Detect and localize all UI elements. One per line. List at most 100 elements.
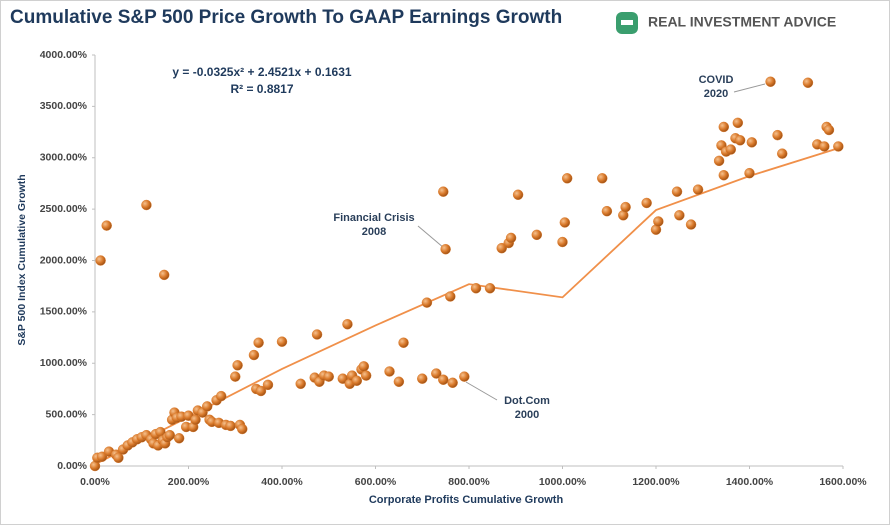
- data-point: [484, 283, 496, 294]
- x-tick-label: 600.00%: [355, 476, 397, 488]
- data-point: [101, 220, 112, 231]
- data-point: [295, 378, 306, 389]
- y-tick-label: 0.00%: [57, 460, 87, 472]
- data-point: [772, 129, 783, 141]
- data-point: [559, 217, 571, 228]
- data-point: [620, 201, 631, 213]
- data-point: [505, 232, 517, 244]
- data-point: [417, 373, 428, 384]
- data-point: [173, 433, 185, 444]
- data-point: [459, 371, 470, 382]
- data-point: [674, 210, 685, 221]
- x-tick-label: 200.00%: [168, 476, 210, 488]
- annotation: Dot.Com: [504, 395, 550, 407]
- data-point: [360, 370, 372, 381]
- data-point: [113, 452, 124, 463]
- data-point: [833, 141, 844, 152]
- logo-text: REAL INVESTMENT ADVICE: [648, 14, 836, 30]
- x-tick-label: 1200.00%: [632, 476, 680, 488]
- data-point: [164, 429, 176, 441]
- data-point: [496, 242, 507, 254]
- data-point: [337, 373, 348, 384]
- data-point: [819, 141, 830, 152]
- data-point: [262, 379, 274, 391]
- y-tick-label: 1000.00%: [40, 357, 88, 369]
- data-point: [384, 366, 395, 377]
- chart-title: Cumulative S&P 500 Price Growth To GAAP …: [10, 7, 562, 28]
- data-point: [561, 173, 573, 184]
- data-point: [447, 377, 458, 388]
- data-point: [237, 423, 248, 435]
- leader-line: [465, 381, 498, 401]
- data-point: [823, 124, 835, 136]
- data-point: [342, 319, 353, 330]
- annotation: COVID: [699, 74, 734, 86]
- data-point: [225, 420, 236, 432]
- y-axis-title: S&P 500 Index Cumulative Growth: [16, 174, 28, 345]
- data-point: [158, 269, 170, 281]
- leader-line: [417, 225, 445, 249]
- data-point: [470, 283, 482, 294]
- y-tick-label: 1500.00%: [40, 306, 88, 318]
- data-point: [255, 385, 267, 397]
- data-point: [685, 219, 697, 230]
- data-point: [531, 229, 542, 241]
- data-point: [276, 336, 288, 347]
- annotation: 2000: [515, 409, 539, 421]
- trendline-equation: R² = 0.8817: [230, 82, 293, 96]
- data-point: [440, 243, 451, 255]
- data-point: [512, 189, 524, 200]
- annotation: Financial Crisis: [333, 212, 414, 224]
- trendline-equation: y = -0.0325x² + 2.4521x + 0.1631: [172, 65, 351, 79]
- data-point: [431, 368, 442, 379]
- data-point: [653, 216, 664, 227]
- y-tick-label: 4000.00%: [40, 49, 88, 61]
- data-point: [713, 155, 725, 167]
- data-point: [671, 186, 683, 197]
- leader-line: [733, 83, 766, 93]
- data-point: [248, 349, 260, 361]
- data-point: [393, 376, 405, 387]
- data-point: [438, 374, 449, 385]
- data-point: [438, 186, 449, 197]
- y-tick-label: 3500.00%: [40, 100, 88, 112]
- x-tick-label: 400.00%: [261, 476, 303, 488]
- data-point: [323, 371, 334, 382]
- data-point: [802, 77, 814, 88]
- data-point: [777, 148, 788, 159]
- data-point: [398, 337, 409, 348]
- data-point: [765, 76, 776, 87]
- x-tick-label: 1400.00%: [726, 476, 774, 488]
- data-point: [734, 135, 746, 146]
- data-point: [230, 371, 241, 382]
- data-point: [744, 167, 755, 179]
- data-point: [216, 390, 227, 402]
- data-point: [201, 401, 213, 412]
- data-point: [445, 291, 456, 302]
- y-tick-label: 2500.00%: [40, 203, 88, 215]
- data-point: [141, 199, 152, 211]
- x-axis-title: Corporate Profits Cumulative Growth: [369, 494, 564, 506]
- data-point: [557, 236, 568, 248]
- logo: REAL INVESTMENT ADVICE: [616, 12, 836, 34]
- data-point: [732, 117, 744, 129]
- data-point: [311, 329, 323, 340]
- data-point: [597, 173, 608, 184]
- x-tick-label: 800.00%: [448, 476, 490, 488]
- logo-icon-mark: [621, 20, 633, 25]
- data-point: [601, 205, 613, 217]
- y-tick-label: 500.00%: [46, 408, 88, 420]
- x-tick-label: 1000.00%: [539, 476, 587, 488]
- data-point: [725, 144, 736, 155]
- data-point: [746, 137, 758, 148]
- y-tick-label: 2000.00%: [40, 254, 88, 266]
- annotation: 2008: [362, 226, 386, 238]
- data-point: [692, 184, 704, 195]
- data-point: [351, 375, 362, 386]
- data-point: [96, 451, 108, 462]
- data-point: [421, 297, 433, 308]
- x-tick-label: 1600.00%: [819, 476, 867, 488]
- x-tick-label: 0.00%: [80, 476, 110, 488]
- data-point: [232, 360, 243, 371]
